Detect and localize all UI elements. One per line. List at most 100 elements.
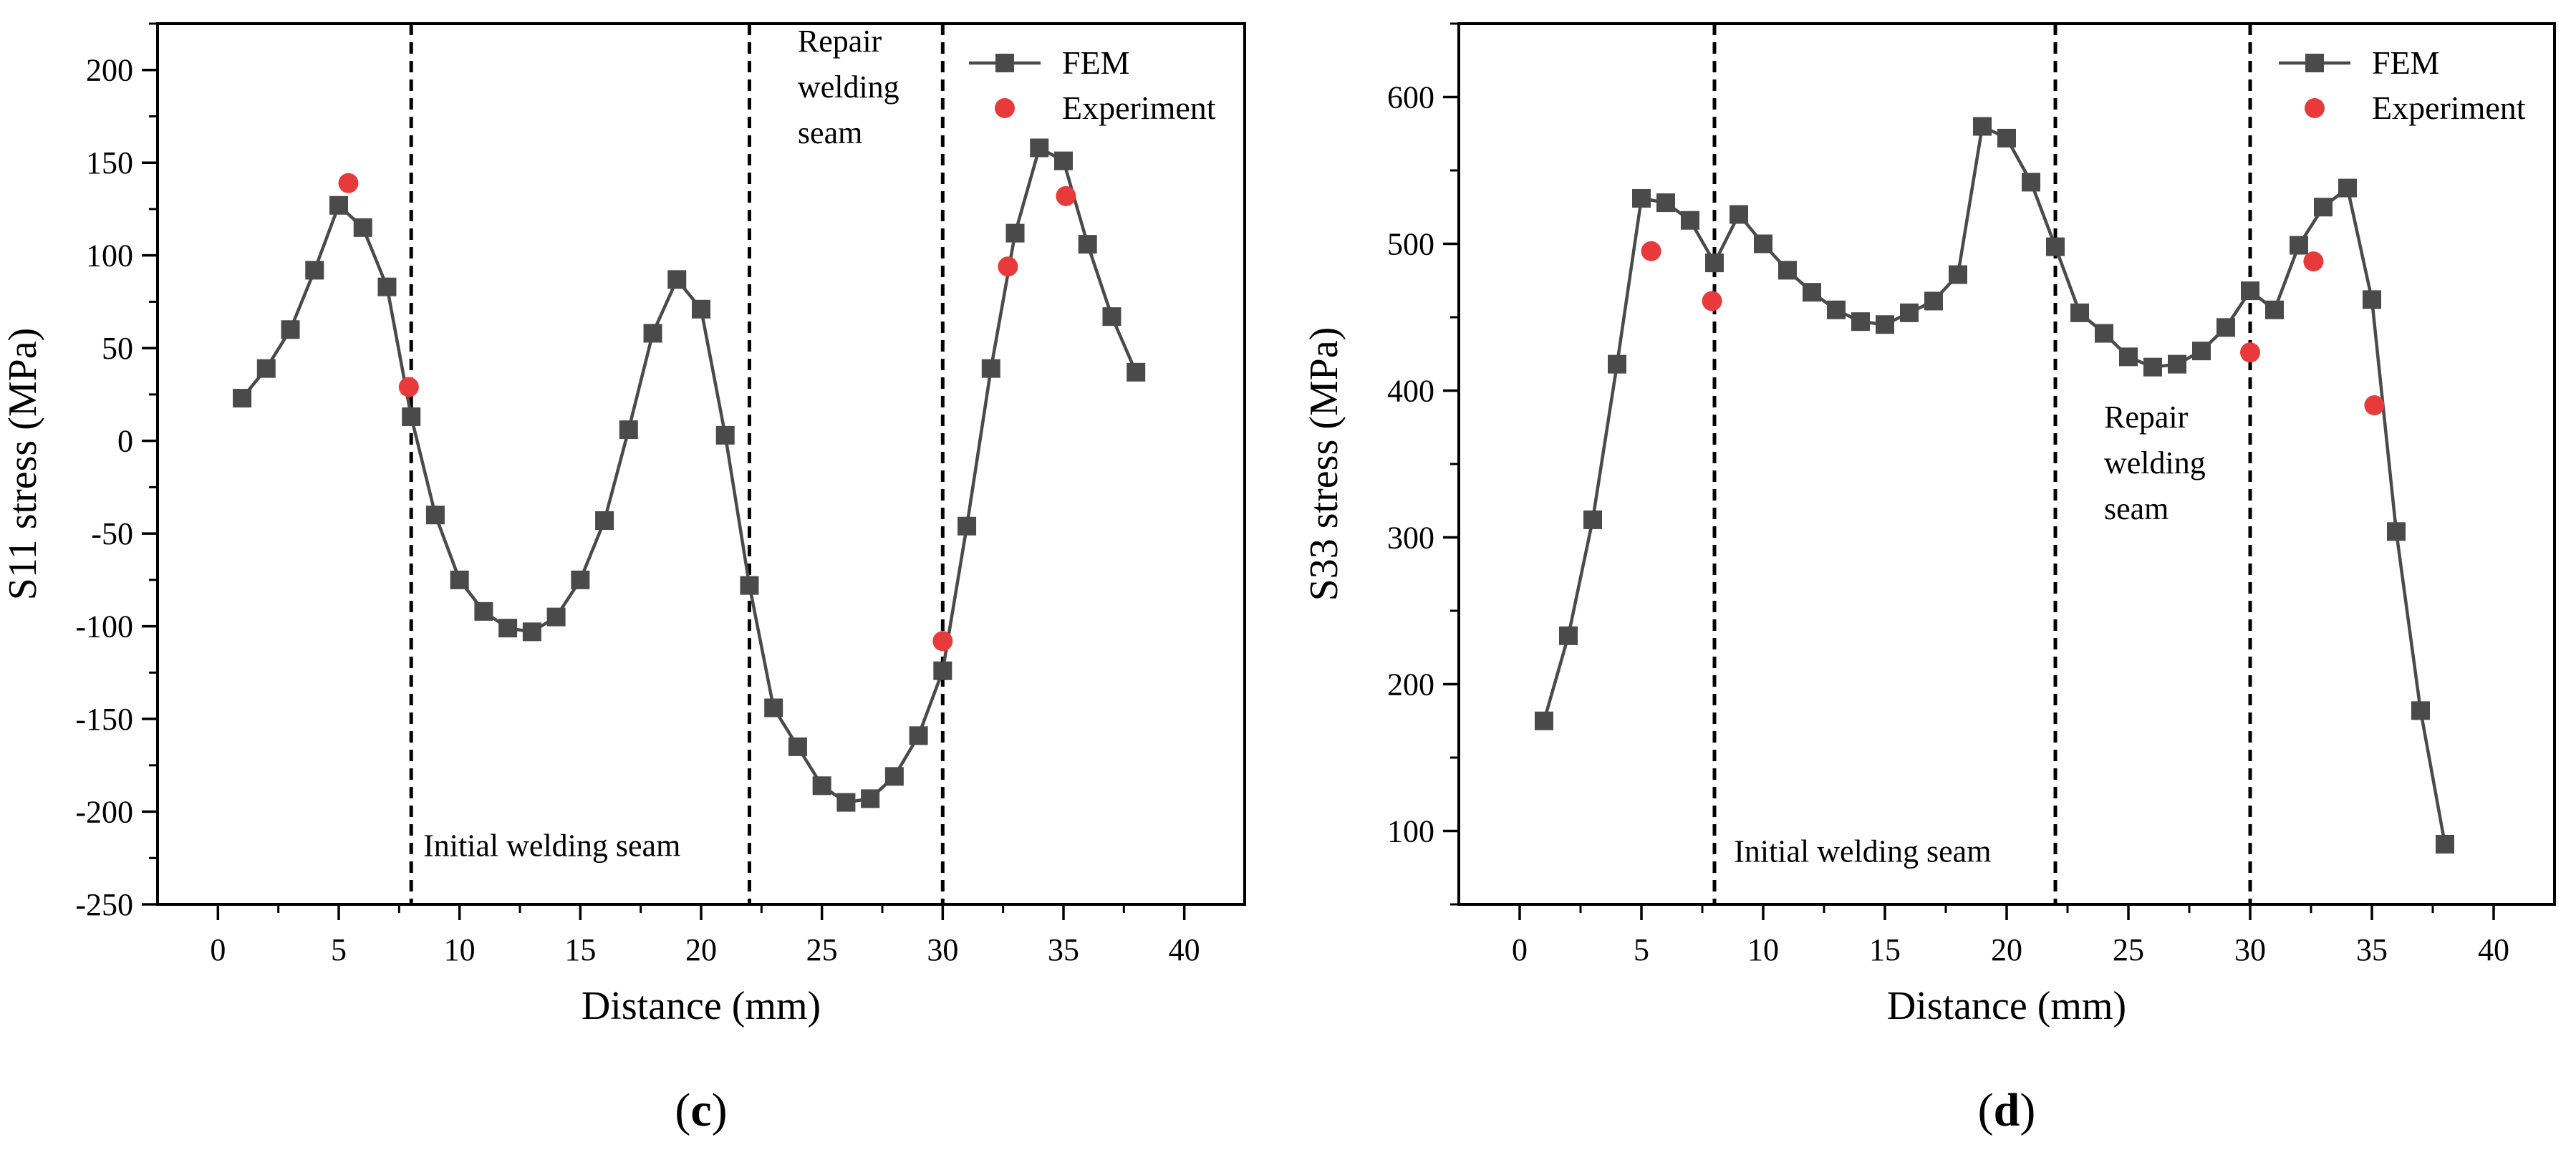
fem-data-point	[2022, 173, 2040, 192]
fem-data-point	[305, 261, 324, 280]
chart-panel-c: 0 5 10 15 20 25 30 35 40 -250 -200 -150 -100 -50 0 50 10…	[1, 22, 1246, 1136]
legend-label-fem: FEM	[2372, 44, 2440, 81]
x-tick-label: 10	[1747, 932, 1779, 967]
fem-data-point	[1754, 234, 1772, 253]
fem-data-point	[764, 698, 783, 717]
region-annotation: seam	[798, 115, 862, 150]
panel-label-open: (	[1978, 1084, 1994, 1136]
x-tick-label: 25	[806, 932, 838, 967]
experiment-data-point	[2240, 342, 2260, 363]
x-tick-label: 0	[1512, 932, 1528, 967]
fem-data-point	[1559, 626, 1578, 645]
legend-fem-marker	[2305, 54, 2324, 72]
y-axis-title: S33 stress (MPa)	[1302, 327, 1346, 601]
x-tick-label: 35	[2356, 932, 2388, 967]
x-tick-label: 5	[1634, 932, 1649, 967]
region-annotation: welding	[2104, 445, 2206, 480]
fem-data-point	[1778, 261, 1797, 280]
fem-data-point	[740, 576, 759, 595]
fem-data-point	[2095, 324, 2113, 343]
fem-data-point	[909, 726, 928, 745]
y-tick-label: 200	[86, 53, 133, 88]
y-tick-label: 0	[117, 424, 133, 459]
fem-data-point	[1054, 151, 1073, 170]
panel-label-close: )	[2020, 1084, 2035, 1136]
fem-data-point	[667, 270, 687, 289]
fem-data-point	[2436, 834, 2454, 854]
fem-data-point	[933, 661, 952, 680]
region-annotation: Initial welding seam	[423, 828, 680, 864]
panel-label-open: (	[675, 1084, 690, 1136]
experiment-data-point	[1702, 291, 1722, 311]
fem-data-point	[1535, 711, 1553, 730]
y-tick-label: 400	[1387, 374, 1434, 409]
x-tick-label: 20	[1991, 932, 2022, 967]
legend-experiment-marker	[2305, 98, 2325, 118]
x-tick-label: 10	[444, 932, 476, 967]
x-tick-label: 20	[685, 932, 717, 967]
fem-data-point	[2314, 198, 2333, 217]
experiment-data-point	[2303, 251, 2324, 272]
fem-data-point	[2387, 522, 2406, 541]
fem-data-point	[1973, 117, 1992, 136]
fem-data-point	[2411, 701, 2430, 720]
x-tick-label: 30	[927, 932, 958, 967]
fem-data-point	[498, 619, 518, 638]
fem-data-point	[1583, 510, 1602, 529]
y-tick-label: -50	[91, 516, 133, 551]
fem-data-point	[1900, 303, 1919, 322]
fem-data-point	[1705, 253, 1724, 273]
x-tick-label: 5	[331, 932, 347, 967]
fem-data-point	[643, 324, 662, 343]
legend-label-experiment: Experiment	[1062, 90, 1216, 126]
fem-data-point	[861, 789, 880, 808]
fem-data-point	[836, 793, 856, 812]
fem-data-point	[2265, 300, 2284, 319]
fem-data-point	[571, 570, 590, 589]
panel-label: (c)	[675, 1084, 727, 1136]
series-experiment	[338, 173, 1076, 652]
x-tick-label: 15	[1869, 932, 1901, 967]
y-tick-label: 50	[102, 331, 133, 366]
fem-data-point	[884, 767, 904, 786]
fem-data-point	[1030, 138, 1049, 158]
fem-data-point	[1851, 312, 1870, 332]
fem-data-point	[981, 359, 1000, 378]
fem-data-point	[692, 299, 710, 319]
legend-label-experiment: Experiment	[2372, 90, 2526, 126]
y-tick-label: 300	[1387, 521, 1434, 556]
fem-data-point	[788, 737, 807, 756]
fem-data-point	[1102, 307, 1121, 327]
panel-label-letter: d	[1994, 1084, 2020, 1136]
y-tick-label: 200	[1387, 667, 1434, 702]
fem-data-point	[1924, 291, 1943, 311]
x-tick-label: 15	[564, 932, 596, 967]
fem-data-point	[1803, 283, 1821, 302]
fem-data-point	[2216, 318, 2235, 337]
experiment-data-point	[398, 377, 419, 397]
fem-data-point	[233, 389, 252, 408]
fem-data-point	[2338, 178, 2357, 198]
fem-data-point	[2192, 342, 2211, 361]
region-annotation: Initial welding seam	[1734, 834, 1991, 869]
y-tick-label: 500	[1387, 227, 1434, 262]
y-axis-title: S11 stress (MPa)	[1, 328, 45, 601]
legend-label-fem: FEM	[1062, 44, 1130, 81]
x-tick-label: 30	[2234, 932, 2266, 967]
fem-data-point	[1949, 265, 1967, 284]
fem-data-point	[2143, 357, 2162, 377]
y-tick-label: -250	[75, 887, 133, 922]
fem-data-point	[2363, 290, 2381, 309]
fem-data-point	[2241, 281, 2259, 301]
fem-line	[241, 146, 1138, 804]
fem-data-point	[2168, 354, 2186, 374]
fem-data-point	[1005, 223, 1025, 243]
series-fem	[1535, 117, 2454, 854]
y-tick-label: 600	[1387, 80, 1434, 115]
experiment-data-point	[2364, 395, 2385, 415]
fem-data-point	[1608, 354, 1626, 374]
y-tick-label: 100	[86, 238, 133, 274]
fem-data-point	[2119, 347, 2138, 367]
region-annotation: Repair	[2104, 400, 2189, 435]
